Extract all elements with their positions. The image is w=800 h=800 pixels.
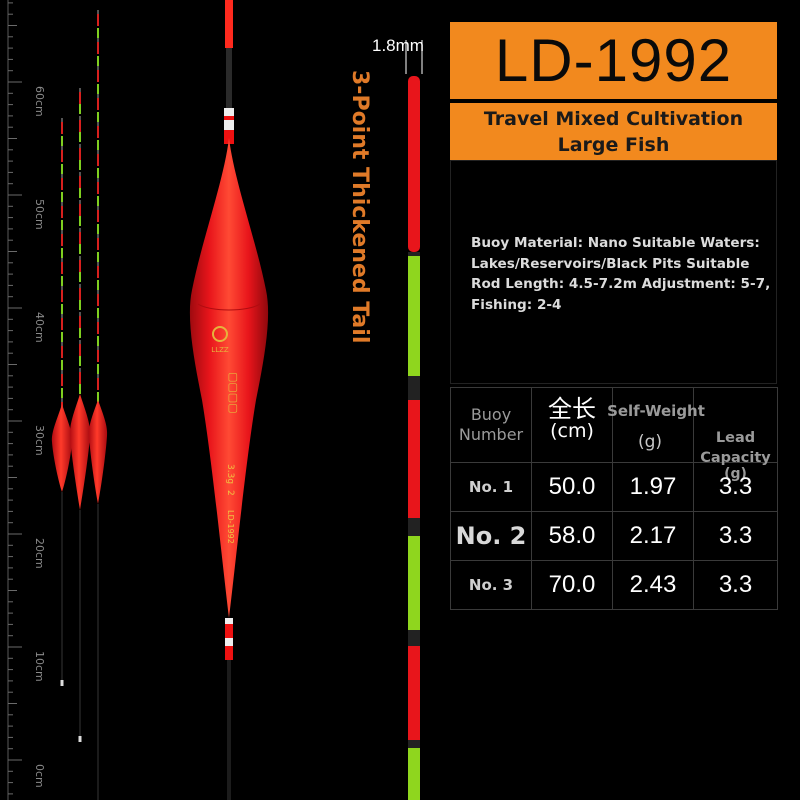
- tip-segment: [408, 740, 420, 748]
- subtitle-banner: Travel Mixed Cultivation Large Fish: [450, 103, 777, 160]
- ruler-label: 40cm: [33, 312, 46, 343]
- row-weight: 2.43: [612, 560, 694, 610]
- table-row: No. 3 70.0 2.43 3.3: [450, 560, 778, 610]
- thickened-tail-label: 3-Point Thickened Tail: [347, 70, 372, 344]
- small-float-3: [88, 10, 108, 800]
- tip-segment: [408, 748, 420, 800]
- ruler-label: 50cm: [33, 199, 46, 230]
- subtitle-text: Travel Mixed Cultivation Large Fish: [483, 107, 744, 156]
- svg-text:▢▢▢▢: ▢▢▢▢: [227, 372, 240, 414]
- tip-segment: [408, 518, 420, 536]
- row-name: No. 3: [450, 560, 532, 610]
- large-float-body: [189, 138, 269, 618]
- description-box: Buoy Material: Nano Suitable Waters: Lak…: [450, 160, 777, 384]
- float-brand-text: LLZZ: [211, 346, 229, 354]
- spec-panel: LD-1992 Travel Mixed Cultivation Large F…: [450, 22, 778, 610]
- table-row: No. 1 50.0 1.97 3.3: [450, 462, 778, 512]
- ruler-label: 60cm: [33, 86, 46, 117]
- header-buoy-number: Buoy Number: [450, 387, 532, 463]
- row-lead: 3.3: [693, 560, 778, 610]
- model-title: LD-1992: [494, 27, 733, 94]
- float-model-text: LD-1992: [226, 510, 235, 544]
- model-banner: LD-1992: [450, 22, 777, 99]
- table-header-row: Buoy Number 全长 (cm) Self-Weight (g) Lead…: [450, 387, 778, 482]
- cm-ruler: 60cm 50cm 40cm 30cm 20cm 10cm 0cm: [7, 0, 46, 800]
- tip-segment: [408, 252, 420, 256]
- small-floats: [51, 10, 108, 800]
- tip-segment: [408, 76, 420, 252]
- small-float-2: [69, 88, 91, 742]
- spec-table: Buoy Number 全长 (cm) Self-Weight (g) Lead…: [450, 387, 778, 610]
- float-tip-closeup: [405, 40, 423, 800]
- row-length: 50.0: [531, 462, 613, 512]
- header-self-weight: Self-Weight (g): [607, 387, 705, 463]
- tip-segment: [408, 630, 420, 646]
- float-capacity-text: 3.3g: [225, 464, 235, 484]
- tip-segment: [408, 256, 420, 376]
- large-float-tip: [225, 0, 233, 48]
- tip-segment: [408, 536, 420, 630]
- small-float-1: [51, 118, 73, 686]
- row-name: No. 2: [450, 511, 532, 561]
- table-row: No. 2 58.0 2.17 3.3: [450, 511, 778, 561]
- row-weight: 2.17: [612, 511, 694, 561]
- tip-segment: [408, 646, 420, 740]
- ruler-label: 30cm: [33, 425, 46, 456]
- row-lead: 3.3: [693, 462, 778, 512]
- tip-segment: [408, 376, 420, 400]
- large-float: LLZZ ▢▢▢▢ 3.3g 2 LD-1992: [189, 0, 269, 800]
- tip-segment: [408, 400, 420, 518]
- brand-logo-icon: [212, 326, 228, 342]
- header-lead-capacity: Lead Capacity (g): [693, 387, 778, 482]
- header-length: 全长 (cm): [531, 387, 613, 463]
- row-length: 58.0: [531, 511, 613, 561]
- ruler-label: 0cm: [33, 764, 46, 788]
- description-text: Buoy Material: Nano Suitable Waters: Lak…: [471, 235, 771, 313]
- float-number-text: 2: [225, 490, 235, 496]
- row-name: No. 1: [450, 462, 532, 512]
- ruler-label: 20cm: [33, 538, 46, 569]
- tip-width-label: 1.8mm: [372, 36, 424, 55]
- row-weight: 1.97: [612, 462, 694, 512]
- ruler-label: 10cm: [33, 651, 46, 682]
- large-float-stem: [227, 660, 231, 800]
- row-length: 70.0: [531, 560, 613, 610]
- row-lead: 3.3: [693, 511, 778, 561]
